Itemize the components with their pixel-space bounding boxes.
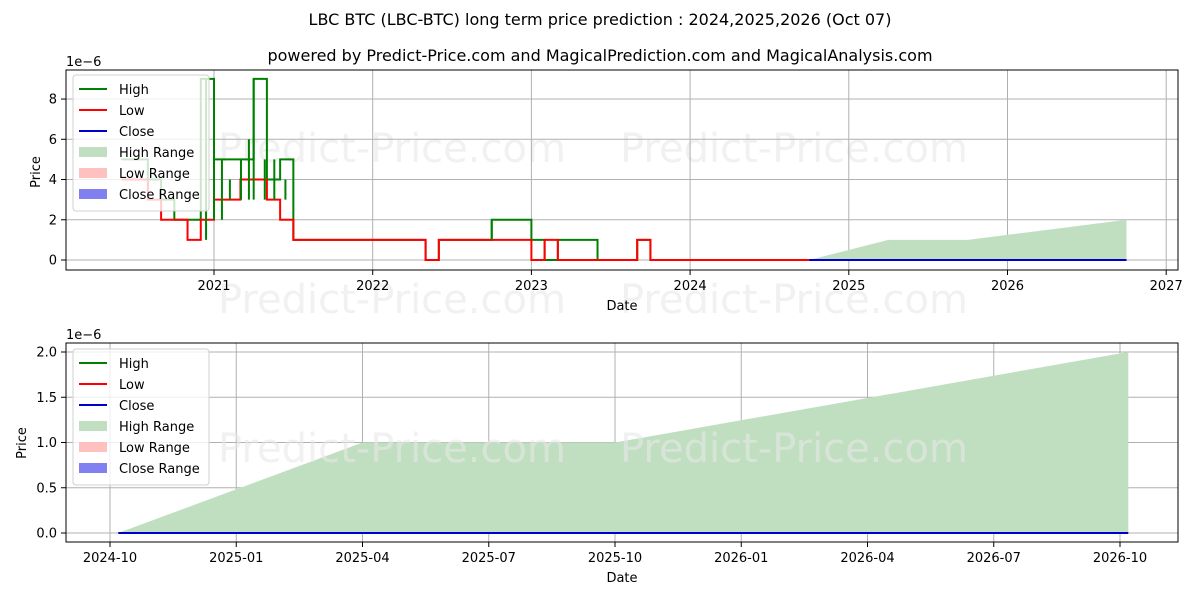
watermark: Predict-Price.com — [620, 426, 968, 472]
legend-label: High Range — [119, 146, 194, 161]
legend-label: Low Range — [119, 167, 190, 182]
legend-label: Close Range — [119, 462, 200, 477]
legend-item: Low Range — [79, 441, 190, 456]
legend-patch-swatch — [79, 463, 107, 473]
top-x-ticks: 2021 2022 2023 2024 2025 2026 2027 — [197, 270, 1183, 294]
watermark: Predict-Price.com — [218, 277, 566, 323]
legend-item: High Range — [79, 146, 194, 161]
x-tick-label: 2026-04 — [840, 551, 894, 566]
bottom-series — [118, 352, 1129, 534]
x-tick-label: 2024 — [674, 279, 707, 294]
y-tick-label: 8 — [49, 93, 57, 108]
high-range-area — [118, 352, 1129, 533]
y-tick-label: 1.5 — [36, 391, 57, 406]
x-tick-label: 2026-01 — [714, 551, 768, 566]
top-y-scale: 1e−6 — [66, 55, 101, 70]
bottom-x-label: Date — [606, 571, 637, 586]
legend-patch-swatch — [79, 147, 107, 157]
y-tick-label: 6 — [49, 133, 57, 148]
bottom-y-ticks: 0.0 0.5 1.0 1.5 2.0 — [36, 346, 66, 542]
y-tick-label: 1.0 — [36, 436, 57, 451]
bottom-legend: High Low Close High Range Low Range Close Ran… — [72, 348, 210, 486]
legend-label: High — [119, 83, 149, 98]
legend-item: Close — [79, 399, 154, 414]
legend-patch-swatch — [79, 442, 107, 452]
x-tick-label: 2021 — [197, 279, 230, 294]
top-y-label: Price — [29, 156, 44, 188]
legend-label: High — [119, 357, 149, 372]
x-tick-label: 2024-10 — [83, 551, 137, 566]
y-tick-label: 2.0 — [36, 346, 57, 361]
legend-label: Low Range — [119, 441, 190, 456]
x-tick-label: 2022 — [356, 279, 389, 294]
legend-label: Close Range — [119, 188, 200, 203]
legend-item: High — [79, 357, 149, 372]
legend-label: Low — [119, 378, 145, 393]
bottom-y-label: Price — [15, 427, 30, 459]
legend-item: Low — [79, 104, 145, 119]
legend-item: Low Range — [79, 167, 190, 182]
y-tick-label: 0.0 — [36, 527, 57, 542]
legend-patch-swatch — [79, 421, 107, 431]
y-tick-label: 2 — [49, 213, 57, 228]
legend-item: Low — [79, 378, 145, 393]
x-tick-label: 2023 — [515, 279, 548, 294]
top-axes-frame — [65, 69, 1179, 271]
top-series — [121, 77, 1127, 261]
legend-label: Close — [119, 125, 154, 140]
high-range-area — [809, 219, 1127, 260]
y-tick-label: 4 — [49, 173, 57, 188]
legend-label: Close — [119, 399, 154, 414]
x-tick-label: 2027 — [1150, 279, 1183, 294]
top-y-ticks: 0 2 4 6 8 — [49, 93, 66, 269]
bottom-y-scale: 1e−6 — [66, 328, 101, 343]
legend-item: Close — [79, 125, 154, 140]
watermark: Predict-Price.com — [218, 426, 566, 472]
low-line — [121, 178, 810, 261]
watermark: Predict-Price.com — [218, 126, 566, 172]
legend-label: High Range — [119, 420, 194, 435]
legend-patch-swatch — [79, 168, 107, 178]
x-tick-label: 2025-07 — [462, 551, 516, 566]
x-tick-label: 2026-07 — [967, 551, 1021, 566]
x-tick-label: 2025-01 — [209, 551, 263, 566]
legend-item: High Range — [79, 420, 194, 435]
watermark: Predict-Price.com — [620, 126, 968, 172]
top-chart: Predict-Price.com Predict-Price.com Pred… — [29, 55, 1183, 323]
chart-title: LBC BTC (LBC-BTC) long term price predic… — [308, 10, 892, 29]
chart-subtitle: powered by Predict-Price.com and Magical… — [267, 46, 933, 65]
x-tick-label: 2025 — [832, 279, 865, 294]
x-tick-label: 2026 — [991, 279, 1024, 294]
legend-item: Close Range — [79, 188, 200, 203]
bottom-chart: Predict-Price.com Predict-Price.com 2024… — [15, 328, 1179, 586]
y-tick-label: 0.5 — [36, 481, 57, 496]
bottom-x-ticks: 2024-10 2025-01 2025-04 2025-07 2025-10 2026-… — [83, 542, 1147, 566]
legend-item: Close Range — [79, 462, 200, 477]
top-x-label: Date — [606, 299, 637, 314]
x-tick-label: 2025-10 — [588, 551, 642, 566]
x-tick-label: 2026-10 — [1093, 551, 1147, 566]
top-legend: High Low Close High Range Low Range Close Ran… — [72, 74, 210, 212]
legend-item: High — [79, 83, 149, 98]
x-tick-label: 2025-04 — [335, 551, 389, 566]
legend-label: Low — [119, 104, 145, 119]
y-tick-label: 0 — [49, 254, 57, 269]
watermark: Predict-Price.com — [620, 277, 968, 323]
legend-patch-swatch — [79, 189, 107, 199]
